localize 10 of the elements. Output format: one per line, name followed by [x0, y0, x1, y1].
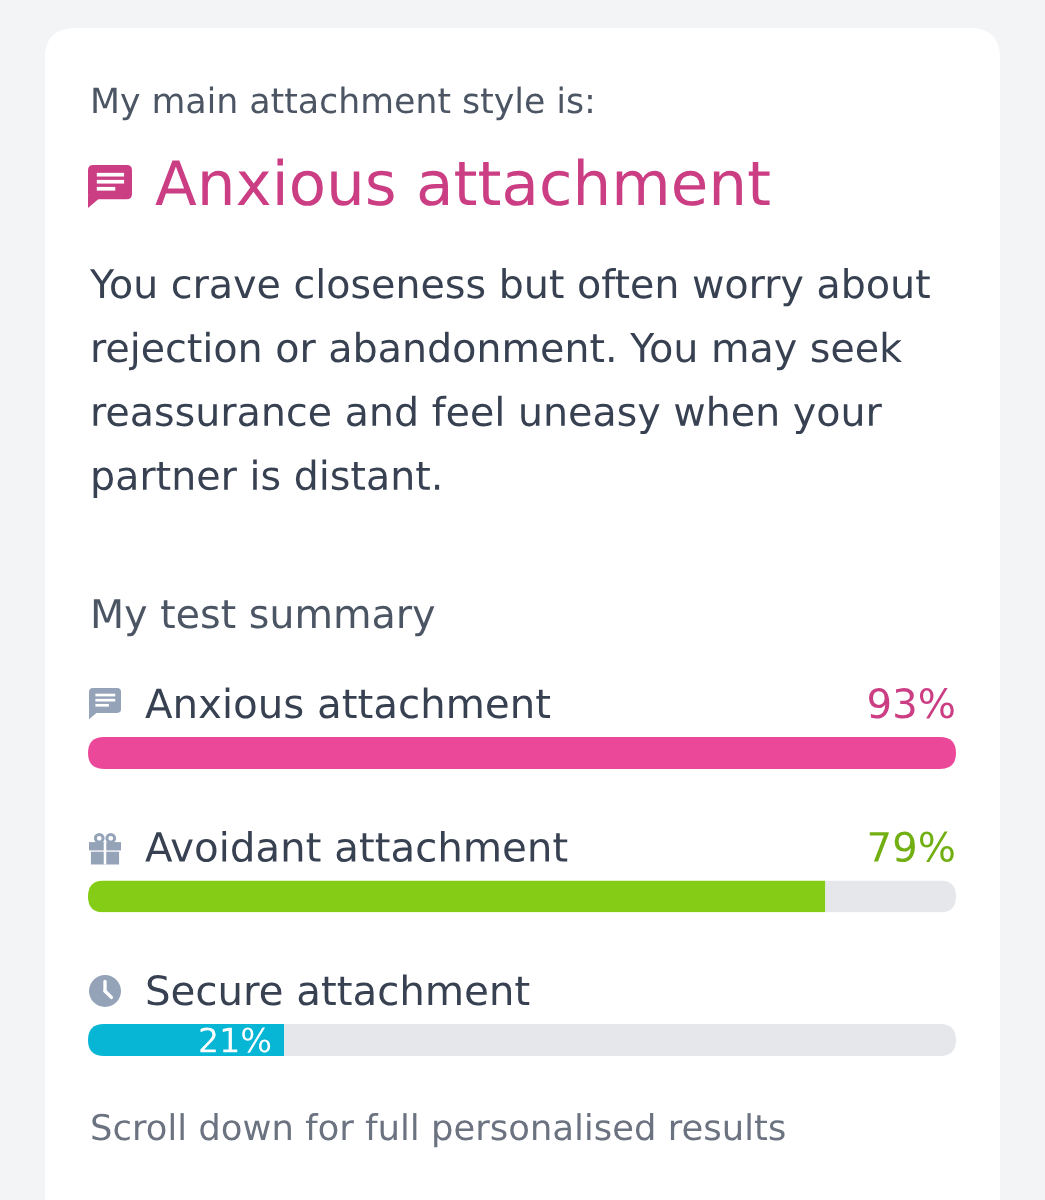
chart-title: My test summary	[93, 599, 435, 637]
text: You crave closeness but often worry about rejection or abandonment. You may seek reassurance and feel uneasy when your partner is distant.	[89, 268, 930, 498]
y-tick-label: Secure attachment	[147, 974, 530, 1006]
data-label: 93%	[869, 688, 954, 719]
data-label: 79%	[869, 831, 954, 863]
y-tick-label: Anxious attachment	[145, 687, 551, 719]
data-label: 21%	[200, 1027, 271, 1053]
text: My main attachment style is:	[93, 86, 592, 121]
y-tick-label: Avoidant attachment	[145, 830, 568, 863]
text: Scroll down for full personalised results	[92, 1113, 785, 1148]
